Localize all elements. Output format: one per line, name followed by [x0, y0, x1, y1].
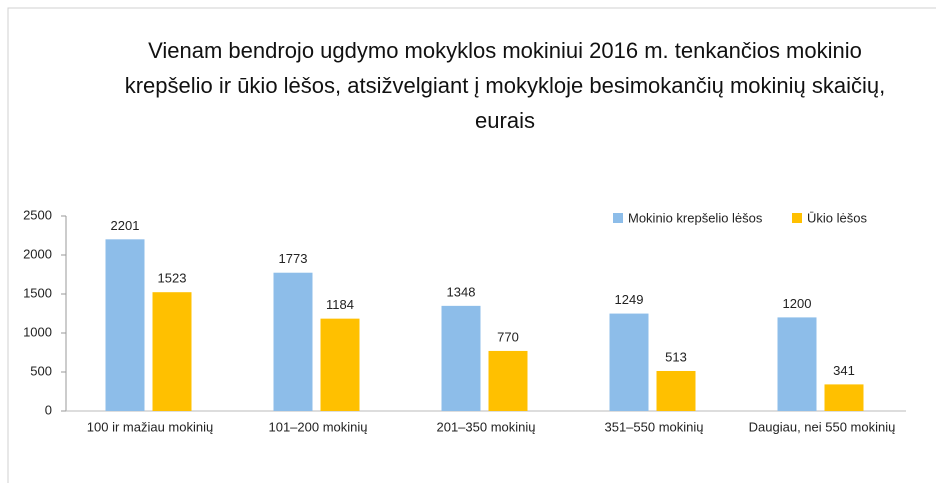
y-tick-label: 500	[30, 363, 52, 378]
bar	[273, 272, 313, 411]
x-tick-label: 100 ir mažiau mokinių	[87, 419, 213, 434]
y-tick-label: 2500	[23, 207, 52, 222]
bar	[656, 370, 696, 411]
value-label: 2201	[111, 218, 140, 233]
value-label: 1249	[615, 292, 644, 307]
value-label: 1184	[326, 297, 354, 312]
x-tick-label: 201–350 mokinių	[436, 419, 535, 434]
y-tick-label: 1500	[23, 285, 52, 300]
bar	[152, 292, 192, 411]
y-tick-label: 2000	[23, 246, 52, 261]
bar	[824, 384, 864, 411]
chart-title: krepšelio ir ūkio lėšos, atsižvelgiant į…	[125, 73, 886, 98]
bar	[488, 350, 528, 411]
legend-label: Mokinio krepšelio lėšos	[628, 210, 763, 225]
bar	[777, 317, 817, 411]
bar	[320, 318, 360, 411]
frame	[7, 7, 936, 483]
chart-title: Vienam bendrojo ugdymo mokyklos mokiniui…	[148, 38, 862, 63]
value-label: 770	[497, 329, 519, 344]
value-label: 1523	[158, 271, 187, 286]
legend-swatch	[792, 213, 802, 223]
value-label: 513	[665, 349, 687, 364]
legend-swatch	[613, 213, 623, 223]
bar	[441, 305, 481, 411]
value-label: 341	[833, 363, 855, 378]
legend-label: Ūkio lėšos	[807, 210, 867, 225]
x-tick-label: Daugiau, nei 550 mokinių	[749, 419, 896, 434]
chart-title: eurais	[475, 108, 535, 133]
bar	[105, 239, 145, 411]
x-tick-label: 101–200 mokinių	[268, 419, 367, 434]
x-tick-label: 351–550 mokinių	[604, 419, 703, 434]
value-label: 1200	[783, 296, 812, 311]
bar	[609, 313, 649, 411]
y-tick-label: 1000	[23, 324, 52, 339]
y-tick-label: 0	[45, 402, 52, 417]
value-label: 1773	[279, 251, 308, 266]
value-label: 1348	[447, 284, 476, 299]
